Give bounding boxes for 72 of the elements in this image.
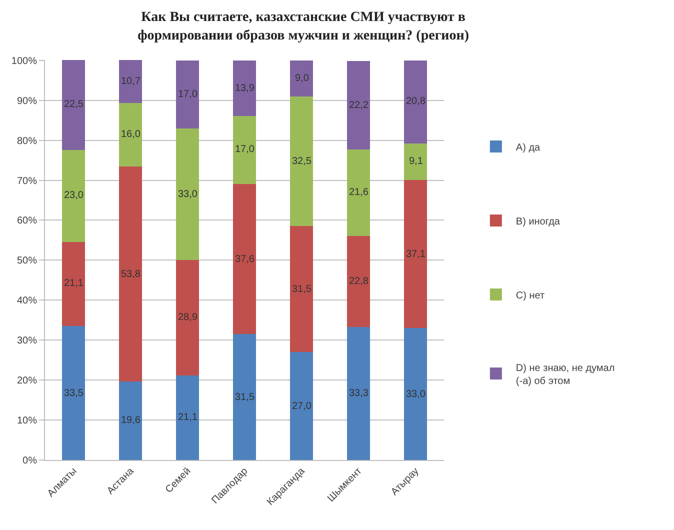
data-label: 20,8 xyxy=(406,96,426,107)
bar xyxy=(62,326,85,460)
bar xyxy=(119,382,142,460)
y-tick-label: 10% xyxy=(16,416,38,427)
data-label: 21,1 xyxy=(64,278,84,289)
data-label: 23,0 xyxy=(64,190,84,201)
chart-title: Как Вы считаете, казахстанские СМИ участвуют в формировании образов мужчин и женщин? (регион) xyxy=(138,10,470,44)
data-label: 33,0 xyxy=(178,189,198,200)
y-tick-label: 60% xyxy=(16,216,38,227)
bar xyxy=(404,60,427,144)
legend-label: A) да xyxy=(516,142,541,154)
bar xyxy=(233,334,256,460)
data-label: 37,6 xyxy=(235,254,255,265)
bar xyxy=(404,144,427,180)
data-label: 33,3 xyxy=(349,388,369,399)
bar xyxy=(176,376,199,460)
bar xyxy=(347,236,370,327)
y-tick-label: 80% xyxy=(16,136,38,147)
data-label: 28,9 xyxy=(178,312,198,323)
data-label: 9,0 xyxy=(295,73,310,84)
data-label: 13,9 xyxy=(235,83,255,94)
bar xyxy=(233,60,256,116)
data-label: 22,5 xyxy=(64,99,84,110)
bar xyxy=(119,102,142,167)
data-label: 21,6 xyxy=(349,187,369,198)
data-label: 37,1 xyxy=(406,249,426,260)
data-label: 32,5 xyxy=(292,156,312,167)
bar xyxy=(233,184,256,334)
data-label: 9,1 xyxy=(409,156,424,167)
bar xyxy=(347,60,370,150)
bar xyxy=(119,60,142,103)
data-label: 16,0 xyxy=(121,129,141,140)
bar xyxy=(119,166,142,382)
data-label: 17,0 xyxy=(178,89,198,100)
y-tick-label: 70% xyxy=(16,176,38,187)
bar xyxy=(347,326,370,460)
bar xyxy=(62,150,85,242)
bar xyxy=(290,60,313,96)
data-label: 22,8 xyxy=(349,276,369,287)
bar xyxy=(176,260,199,376)
bar xyxy=(176,60,199,128)
bar xyxy=(404,180,427,328)
data-label: 21,1 xyxy=(178,412,198,423)
y-tick-label: 20% xyxy=(16,376,38,387)
bar xyxy=(290,226,313,352)
bar xyxy=(404,328,427,460)
bar xyxy=(233,116,256,184)
data-label: 31,5 xyxy=(235,392,255,403)
data-label: 27,0 xyxy=(292,401,312,412)
legend-label: B) иногда xyxy=(516,216,560,228)
data-label: 53,8 xyxy=(121,269,141,280)
data-label: 19,6 xyxy=(121,415,141,426)
bar xyxy=(290,96,313,226)
y-tick-label: 0% xyxy=(22,456,38,466)
data-label: 31,5 xyxy=(292,284,312,295)
bar xyxy=(176,128,199,260)
data-label: 33,0 xyxy=(406,389,426,400)
y-tick-label: 90% xyxy=(16,96,38,107)
data-label: 17,0 xyxy=(235,144,255,155)
bar xyxy=(62,242,85,326)
bar xyxy=(347,150,370,236)
bar xyxy=(290,352,313,460)
y-tick-label: 40% xyxy=(16,296,38,307)
y-tick-label: 100% xyxy=(11,56,38,67)
legend-label: D) не знаю, не думал (-а) об этом xyxy=(516,362,615,387)
legend-label: C) нет xyxy=(516,290,545,302)
data-label: 22,2 xyxy=(349,100,369,111)
bar xyxy=(62,60,85,150)
y-tick-label: 50% xyxy=(16,256,38,267)
data-label: 33,5 xyxy=(64,388,84,399)
y-tick-label: 30% xyxy=(16,336,38,347)
data-label: 10,7 xyxy=(121,76,141,87)
